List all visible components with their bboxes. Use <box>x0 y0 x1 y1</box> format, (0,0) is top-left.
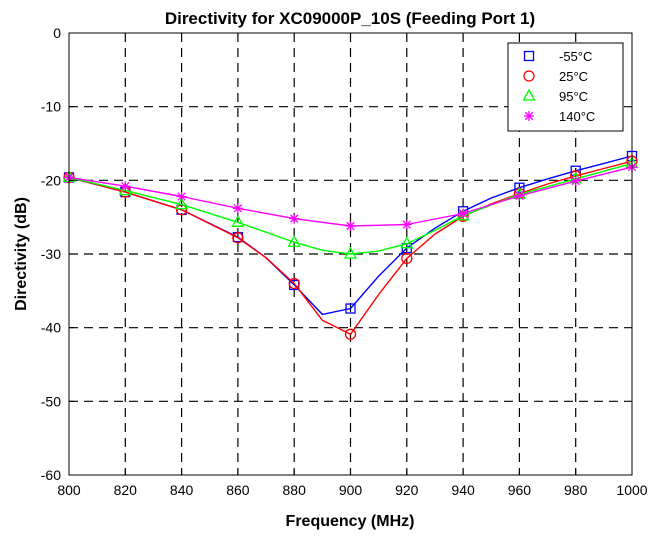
series-layer <box>62 150 639 340</box>
legend-label: -55°C <box>559 49 592 64</box>
data-point-triangle <box>175 197 189 210</box>
legend-label: 25°C <box>559 69 588 84</box>
y-tick-label: -40 <box>41 320 61 336</box>
x-tick-label: 1000 <box>616 482 647 498</box>
y-tick-label: -10 <box>41 99 61 115</box>
grid-lines <box>69 33 632 475</box>
legend: -55°C 25°C 95°C 140°C <box>507 42 624 132</box>
x-tick-label: 960 <box>508 482 532 498</box>
x-tick-label: 940 <box>451 482 475 498</box>
data-point-triangle <box>287 234 301 247</box>
chart-title: Directivity for XC09000P_10S (Feeding Po… <box>165 9 535 28</box>
y-tick-label: -50 <box>41 393 61 409</box>
data-point-circle <box>344 328 357 340</box>
legend-entry: 95°C <box>522 88 588 104</box>
y-axis-label: Directivity (dB) <box>13 197 30 311</box>
data-point-star <box>289 213 300 224</box>
data-point-star <box>458 208 469 219</box>
x-tick-label: 840 <box>170 482 194 498</box>
axis-ticks: 800 820 840 860 880 900 920 940 960 980 1000 0 -10 -2… <box>41 25 648 498</box>
data-point-square <box>523 50 535 62</box>
y-tick-label: -30 <box>41 246 61 262</box>
x-tick-label: 900 <box>339 482 363 498</box>
data-point-triangle <box>400 236 414 249</box>
x-tick-label: 920 <box>395 482 419 498</box>
x-tick-label: 980 <box>564 482 588 498</box>
y-tick-label: -20 <box>41 172 61 188</box>
x-tick-label: 800 <box>57 482 81 498</box>
data-point-star <box>232 203 243 214</box>
x-tick-label: 860 <box>226 482 250 498</box>
data-point-square <box>345 303 356 314</box>
data-point-star <box>570 176 581 187</box>
data-point-star <box>401 219 412 230</box>
data-point-star <box>514 190 525 201</box>
series-line <box>68 160 633 335</box>
data-point-triangle <box>343 246 358 259</box>
legend-label: 95°C <box>559 89 588 104</box>
x-tick-label: 880 <box>283 482 307 498</box>
legend-entry: 140°C <box>524 109 595 124</box>
legend-entry: -55°C <box>523 49 592 64</box>
data-point-circle <box>288 277 300 290</box>
series-line <box>68 162 633 255</box>
data-point-triangle <box>522 88 536 101</box>
x-tick-label: 820 <box>114 482 138 498</box>
data-point-circle <box>232 232 244 244</box>
y-tick-label: 0 <box>53 25 61 41</box>
data-point-star <box>176 191 187 202</box>
data-point-star <box>120 181 131 192</box>
legend-entry: 25°C <box>523 69 588 84</box>
data-point-star <box>524 111 534 121</box>
x-axis-label: Frequency (MHz) <box>286 513 415 530</box>
data-point-circle <box>523 70 535 82</box>
data-point-circle <box>401 252 413 265</box>
data-point-star <box>345 221 356 232</box>
y-tick-label: -60 <box>41 467 61 483</box>
data-point-triangle <box>231 214 245 227</box>
legend-label: 140°C <box>559 109 595 124</box>
